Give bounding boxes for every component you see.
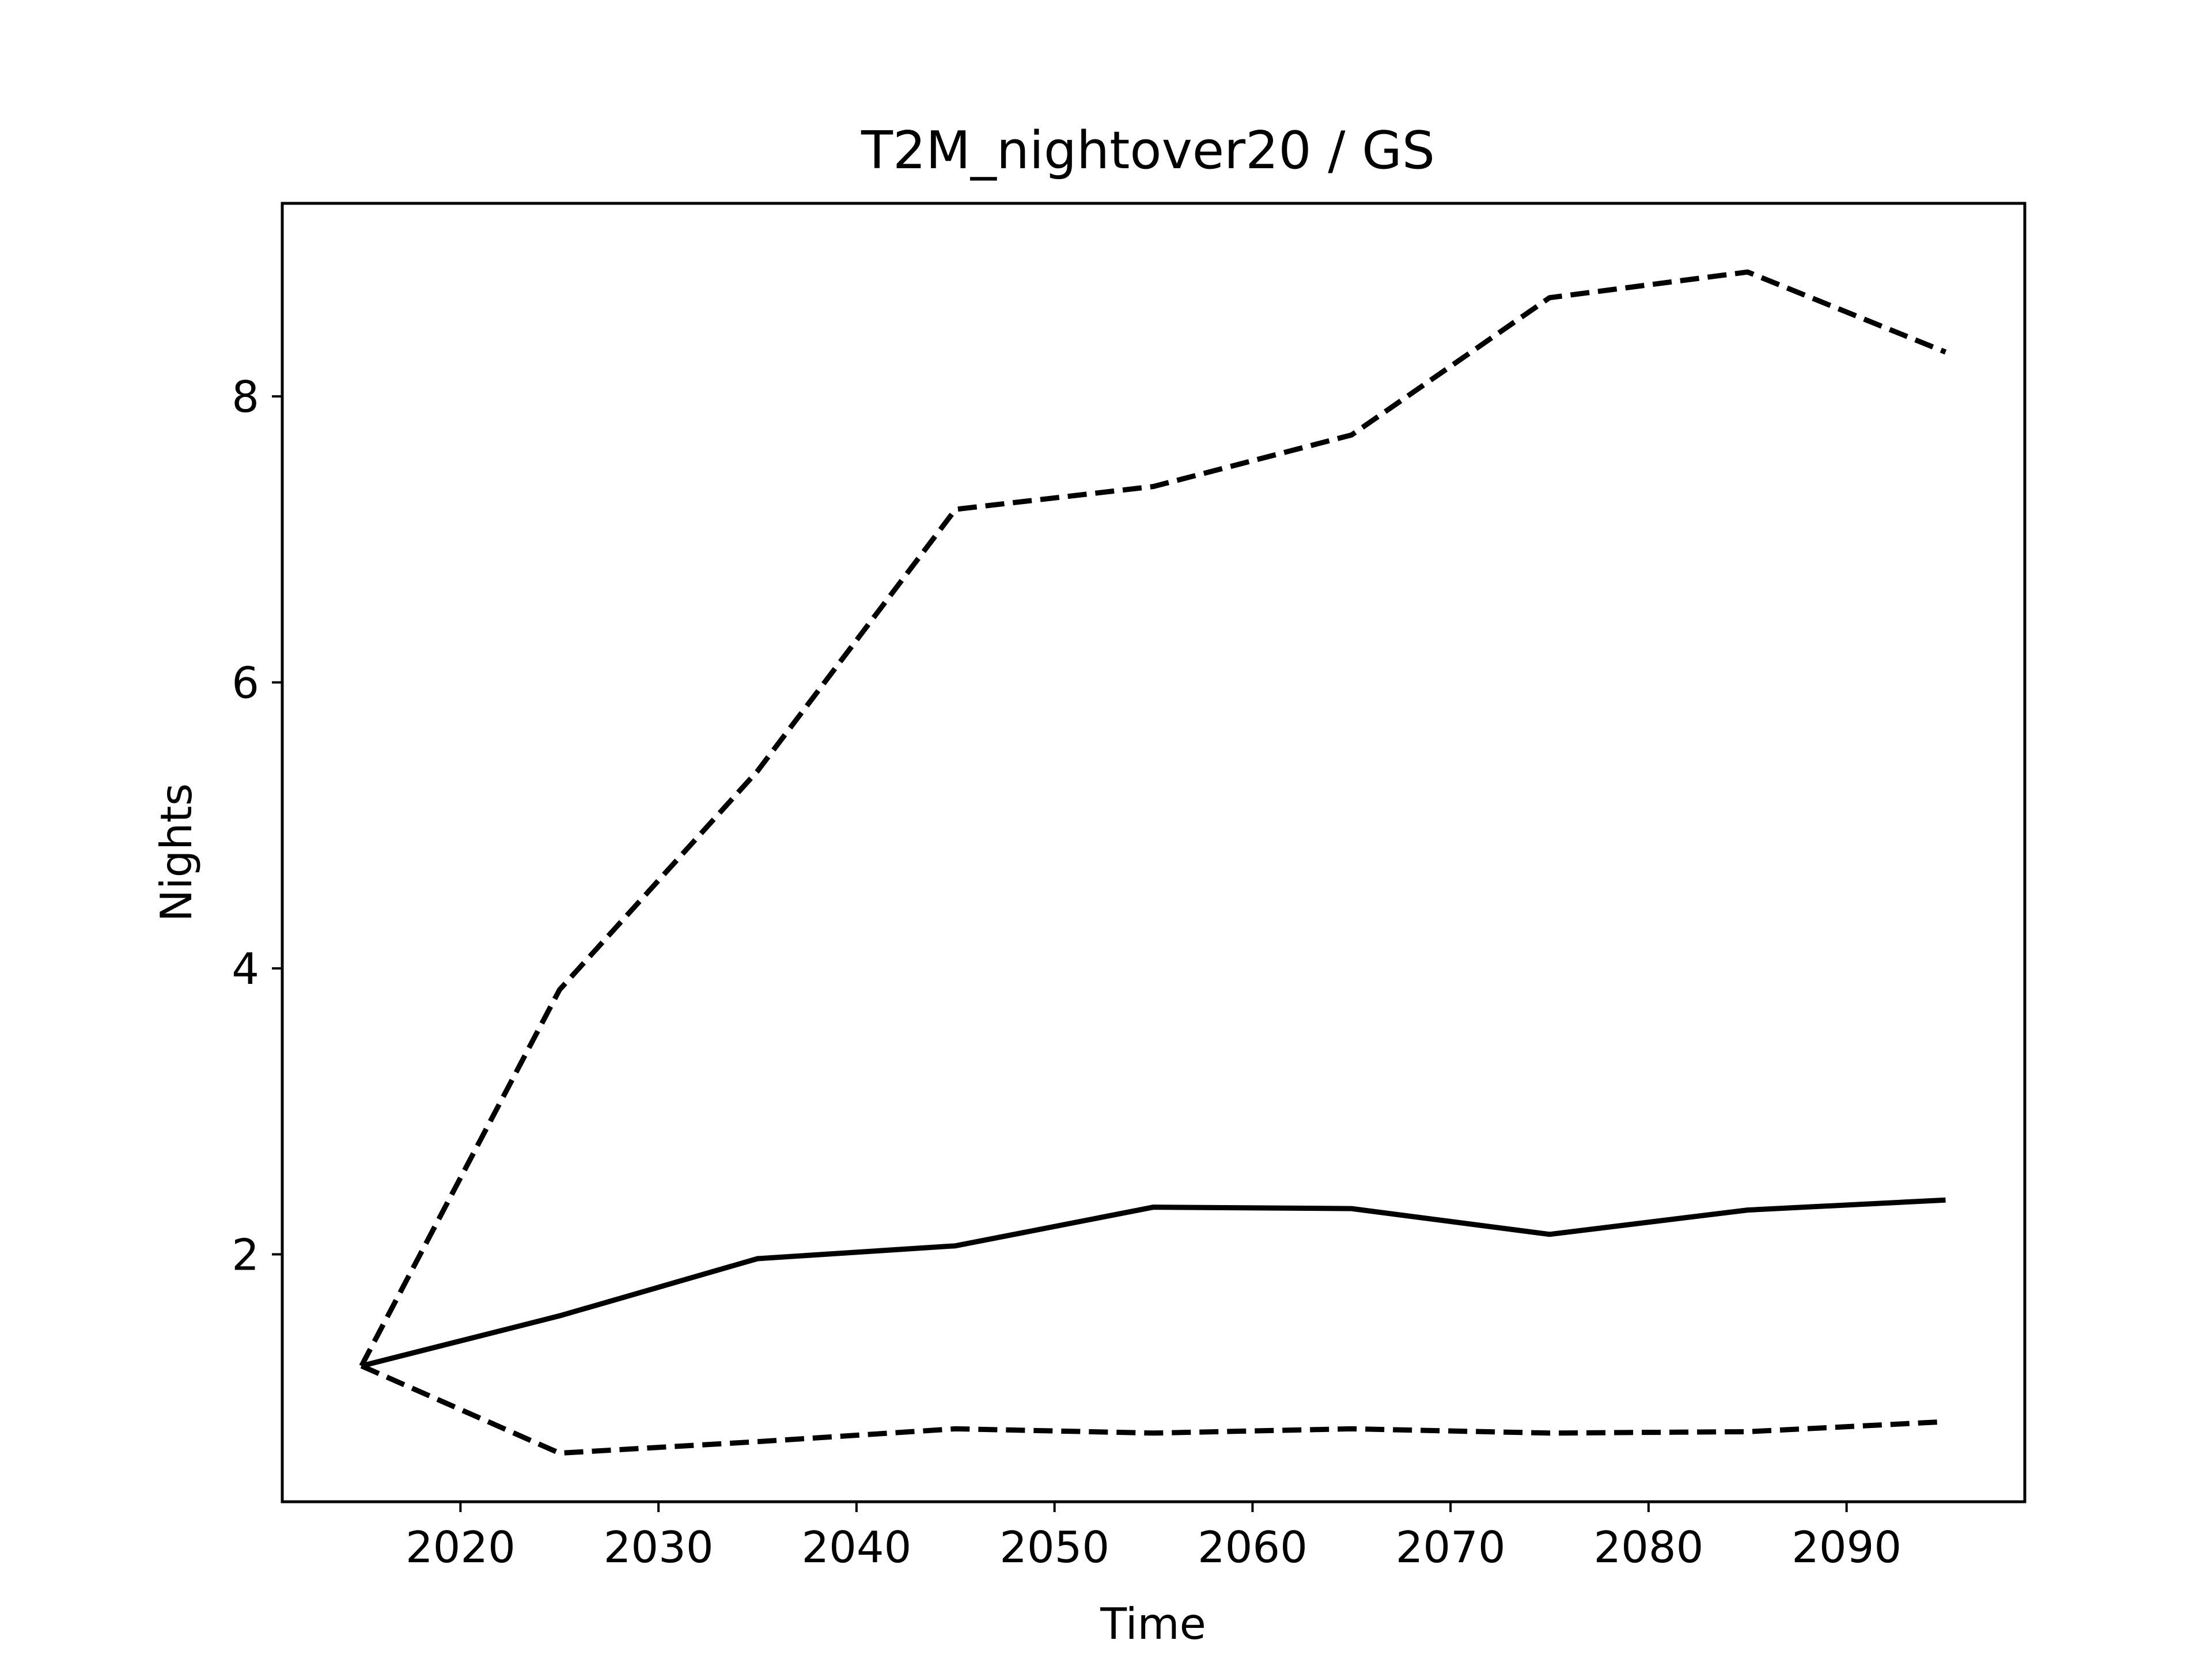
series-line-2 bbox=[361, 1197, 1946, 1369]
x-tick-label: 2060 bbox=[1198, 1522, 1308, 1573]
x-axis: 2020 2030 2040 2050 2060 2070 2080 2090 bbox=[406, 1502, 1902, 1573]
y-tick-label: 6 bbox=[232, 658, 259, 709]
x-tick-label: 2030 bbox=[604, 1522, 714, 1573]
x-tick-label: 2050 bbox=[999, 1522, 1109, 1573]
x-tick-label: 2070 bbox=[1396, 1522, 1506, 1573]
x-tick-label: 2080 bbox=[1593, 1522, 1703, 1573]
plot-frame bbox=[281, 202, 2027, 1503]
series-line-1 bbox=[359, 269, 1947, 1368]
plot-lines bbox=[359, 269, 1947, 1456]
y-tick-label: 2 bbox=[232, 1230, 259, 1281]
y-tick-label: 8 bbox=[232, 372, 259, 422]
x-tick-label: 2090 bbox=[1791, 1522, 1902, 1573]
x-tick-label: 2040 bbox=[801, 1522, 911, 1573]
y-axis-label: Nights bbox=[151, 783, 202, 922]
x-axis-label: Time bbox=[1100, 1599, 1206, 1649]
chart-title: T2M_nightover20 / GS bbox=[861, 120, 1435, 181]
y-tick-label: 4 bbox=[232, 944, 259, 994]
series-line-3 bbox=[360, 1363, 1946, 1456]
y-axis: 2 4 6 8 bbox=[232, 372, 282, 1281]
x-tick-label: 2020 bbox=[406, 1522, 516, 1573]
